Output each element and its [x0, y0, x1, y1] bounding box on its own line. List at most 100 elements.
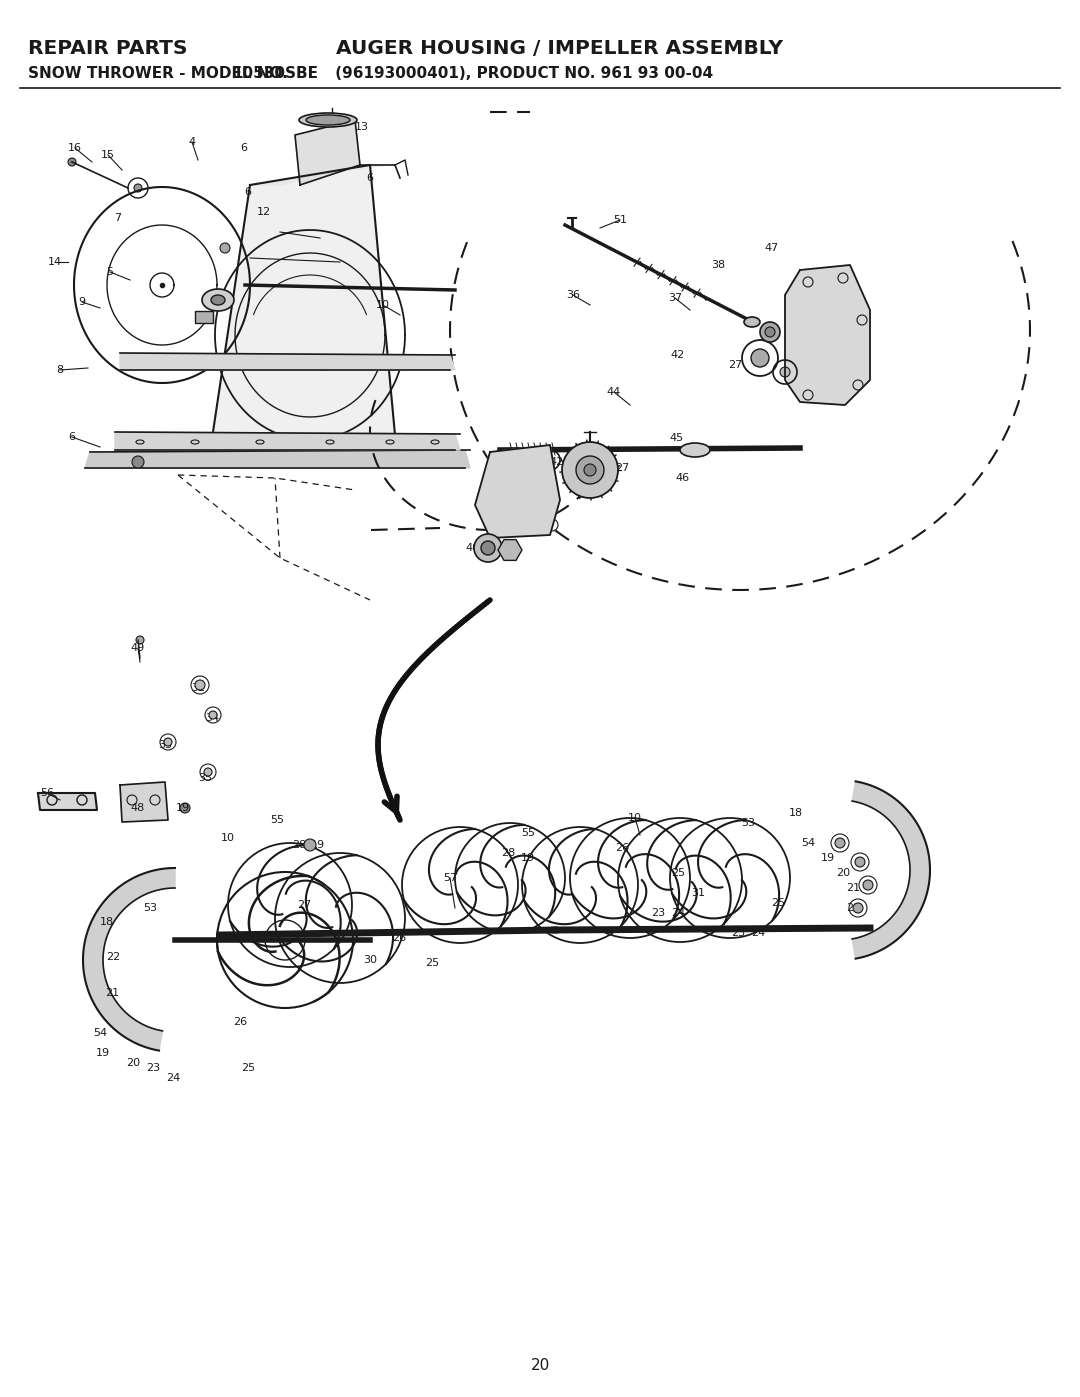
Circle shape	[210, 711, 217, 719]
Polygon shape	[38, 793, 97, 810]
Text: 29: 29	[846, 902, 860, 914]
Text: SNOW THROWER - MODEL NO.: SNOW THROWER - MODEL NO.	[28, 67, 293, 81]
Text: 16: 16	[68, 142, 82, 154]
Text: 56: 56	[40, 788, 54, 798]
Text: 21: 21	[846, 883, 860, 893]
Text: 27: 27	[728, 360, 742, 370]
Text: 50: 50	[521, 447, 535, 457]
Polygon shape	[785, 265, 870, 405]
Text: 42: 42	[550, 457, 564, 467]
Text: 19: 19	[311, 840, 325, 849]
Text: 23: 23	[146, 1063, 160, 1073]
Text: 19: 19	[176, 803, 190, 813]
Text: 23: 23	[731, 928, 745, 937]
Text: 28: 28	[292, 840, 306, 849]
Text: 12: 12	[257, 207, 271, 217]
Text: 55: 55	[270, 814, 284, 826]
Text: 25: 25	[671, 868, 685, 877]
Polygon shape	[249, 165, 384, 184]
Text: 21: 21	[105, 988, 119, 997]
Circle shape	[863, 880, 873, 890]
Text: 30: 30	[363, 956, 377, 965]
Text: 48: 48	[131, 803, 145, 813]
Ellipse shape	[211, 295, 225, 305]
Polygon shape	[475, 446, 561, 538]
Text: 24: 24	[751, 928, 765, 937]
Text: 20: 20	[836, 868, 850, 877]
Polygon shape	[114, 432, 460, 450]
Circle shape	[134, 184, 141, 191]
Text: 43: 43	[584, 453, 598, 462]
Text: 4: 4	[188, 137, 195, 147]
Text: 25: 25	[241, 1063, 255, 1073]
Text: 18: 18	[788, 807, 804, 819]
Ellipse shape	[680, 443, 710, 457]
Circle shape	[303, 840, 316, 851]
Text: 49: 49	[131, 643, 145, 652]
Circle shape	[853, 902, 863, 914]
Text: 19: 19	[821, 854, 835, 863]
Text: 39: 39	[495, 548, 509, 557]
Text: 24: 24	[671, 908, 685, 918]
Circle shape	[765, 327, 775, 337]
Circle shape	[562, 441, 618, 497]
Polygon shape	[210, 165, 395, 453]
Polygon shape	[120, 782, 168, 821]
Text: 45: 45	[670, 433, 684, 443]
Text: 19: 19	[96, 1048, 110, 1058]
Text: 53: 53	[143, 902, 157, 914]
Text: 46: 46	[676, 474, 690, 483]
Text: 42: 42	[671, 351, 685, 360]
Text: 28: 28	[501, 848, 515, 858]
Text: 25: 25	[424, 958, 440, 968]
Text: 6: 6	[244, 187, 252, 197]
Text: 36: 36	[566, 291, 580, 300]
Text: AUGER HOUSING / IMPELLER ASSEMBLY: AUGER HOUSING / IMPELLER ASSEMBLY	[337, 39, 783, 57]
Polygon shape	[295, 120, 360, 184]
Text: 6: 6	[366, 173, 374, 183]
Circle shape	[220, 243, 230, 253]
Text: 14: 14	[48, 257, 62, 267]
Text: 32: 32	[191, 683, 205, 693]
Text: 6: 6	[241, 142, 247, 154]
Circle shape	[751, 349, 769, 367]
Ellipse shape	[306, 115, 350, 124]
Ellipse shape	[744, 317, 760, 327]
Polygon shape	[85, 450, 470, 468]
Text: 20: 20	[530, 1358, 550, 1372]
Text: 35: 35	[198, 773, 212, 782]
Text: 27: 27	[297, 900, 311, 909]
Text: REPAIR PARTS: REPAIR PARTS	[28, 39, 188, 57]
Text: 8: 8	[56, 365, 64, 374]
Text: 20: 20	[126, 1058, 140, 1067]
Text: 10530SBE: 10530SBE	[232, 67, 318, 81]
Circle shape	[481, 541, 495, 555]
Polygon shape	[83, 868, 175, 1051]
Circle shape	[195, 680, 205, 690]
Text: 7: 7	[114, 212, 122, 224]
Text: 10: 10	[221, 833, 235, 842]
Polygon shape	[120, 353, 455, 370]
Circle shape	[835, 838, 845, 848]
Text: 9: 9	[79, 298, 85, 307]
Text: 10: 10	[376, 300, 390, 310]
Text: 23: 23	[651, 908, 665, 918]
Ellipse shape	[299, 113, 357, 127]
Polygon shape	[852, 781, 930, 958]
Circle shape	[855, 856, 865, 868]
Text: 25: 25	[771, 898, 785, 908]
Circle shape	[760, 321, 780, 342]
Text: 26: 26	[233, 1017, 247, 1027]
Text: 13: 13	[355, 122, 369, 131]
Text: 6: 6	[68, 432, 76, 441]
Text: 18: 18	[100, 916, 114, 928]
Circle shape	[204, 768, 212, 775]
Text: 47: 47	[765, 243, 779, 253]
Text: 51: 51	[613, 215, 627, 225]
Text: 26: 26	[392, 933, 406, 943]
Text: 34: 34	[205, 712, 219, 724]
Text: 38: 38	[711, 260, 725, 270]
Text: 44: 44	[607, 387, 621, 397]
Text: 57: 57	[443, 873, 457, 883]
Circle shape	[576, 455, 604, 483]
